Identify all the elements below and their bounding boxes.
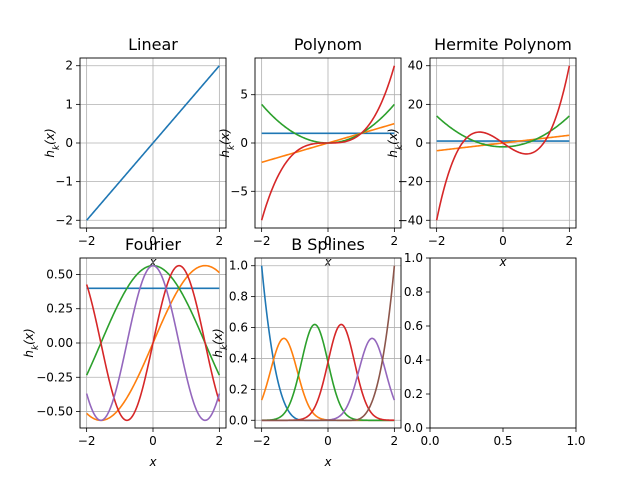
x-tick-label-1: 0 (499, 234, 507, 248)
x-tick-label-0: 0.0 (420, 434, 439, 448)
y-tick-label-0: −40 (398, 213, 423, 227)
y-tick-label-4: 40 (408, 59, 423, 73)
y-tick-label-5: 1.0 (404, 251, 423, 265)
y-tick-label-2: 0 (65, 136, 73, 150)
y-tick-label-0: −2 (55, 213, 73, 227)
x-tick-label-0: −2 (253, 234, 271, 248)
series-line-2 (436, 115, 570, 148)
y-axis-label: hk(x) (211, 328, 230, 357)
y-axis-label: hk(x) (43, 128, 62, 157)
series-line-3 (435, 65, 571, 221)
x-tick-label-0: −2 (253, 434, 271, 448)
y-tick-label-0: 0.0 (229, 413, 248, 427)
y-axis-label: hk(x) (218, 128, 237, 157)
y-tick-label-2: 0.00 (46, 336, 73, 350)
x-tick-label-0: −2 (78, 234, 96, 248)
subplot-bsplines: −2 0 2 0.0 0.2 0.4 0.6 0.8 1.0 B Splines x hk(x) (211, 235, 402, 469)
x-tick-label-2: 2 (391, 434, 399, 448)
y-tick-label-0: 0.0 (404, 421, 423, 435)
subplot-title: Linear (128, 35, 178, 54)
series-line-0 (86, 65, 220, 221)
subplot-title: Fourier (125, 235, 181, 254)
y-tick-label-1: 0 (240, 136, 248, 150)
y-tick-label-5: 1.0 (229, 259, 248, 273)
series-line-3 (260, 65, 396, 221)
x-axis-label: x (323, 455, 332, 469)
x-tick-label-2: 2 (216, 234, 224, 248)
y-tick-label-1: 0.2 (229, 382, 248, 396)
subplot-title: Hermite Polynom (434, 35, 572, 54)
x-tick-label-1: 0 (149, 434, 157, 448)
axes-frame (429, 257, 577, 429)
y-tick-label-2: 0.4 (404, 353, 423, 367)
series-line-3 (85, 264, 221, 422)
y-tick-label-3: 0.6 (404, 319, 423, 333)
y-axis-label: hk(x) (22, 328, 41, 357)
y-tick-label-4: 2 (65, 59, 73, 73)
y-tick-label-3: 1 (65, 97, 73, 111)
x-tick-label-2: 2 (566, 234, 574, 248)
x-axis-label: x (498, 255, 507, 269)
y-tick-label-1: 0.2 (404, 387, 423, 401)
y-tick-label-1: −1 (55, 175, 73, 189)
subplot-title: B Splines (291, 235, 365, 254)
y-tick-label-2: 5 (240, 88, 248, 102)
y-tick-label-3: 0.25 (46, 302, 73, 316)
x-tick-label-1: 0 (324, 434, 332, 448)
x-tick-label-2: 2 (216, 434, 224, 448)
y-tick-label-3: 0.6 (229, 321, 248, 335)
x-tick-label-0: −2 (78, 434, 96, 448)
series-line-4 (85, 264, 221, 422)
y-tick-label-4: 0.8 (404, 285, 423, 299)
subplot-title: Polynom (294, 35, 362, 54)
x-tick-label-2: 2 (391, 234, 399, 248)
series-line-5 (261, 265, 396, 422)
y-tick-label-1: −20 (398, 175, 423, 189)
y-tick-label-2: 0.4 (229, 351, 248, 365)
x-tick-label-1: 0 (149, 234, 157, 248)
y-tick-label-0: −5 (230, 184, 248, 198)
y-tick-label-2: 0 (415, 136, 423, 150)
x-axis-label: x (148, 455, 157, 469)
x-tick-label-1: 0 (324, 234, 332, 248)
x-tick-label-0: −2 (428, 234, 446, 248)
y-tick-label-1: −0.25 (36, 370, 73, 384)
x-tick-label-2: 1.0 (566, 434, 585, 448)
y-tick-label-3: 20 (408, 97, 423, 111)
y-tick-label-4: 0.50 (46, 267, 73, 281)
subplot-empty: 0.0 0.5 1.0 0.0 0.2 0.4 0.6 0.8 1.0 (404, 251, 586, 448)
y-axis-label: hk(x) (386, 128, 405, 157)
y-tick-label-0: −0.50 (36, 405, 73, 419)
y-tick-label-4: 0.8 (229, 290, 248, 304)
x-tick-label-1: 0.5 (493, 434, 512, 448)
subplot-fourier: −2 0 2 −0.50 −0.25 0.00 0.25 0.50 Fourier x hk(x) (22, 235, 227, 469)
